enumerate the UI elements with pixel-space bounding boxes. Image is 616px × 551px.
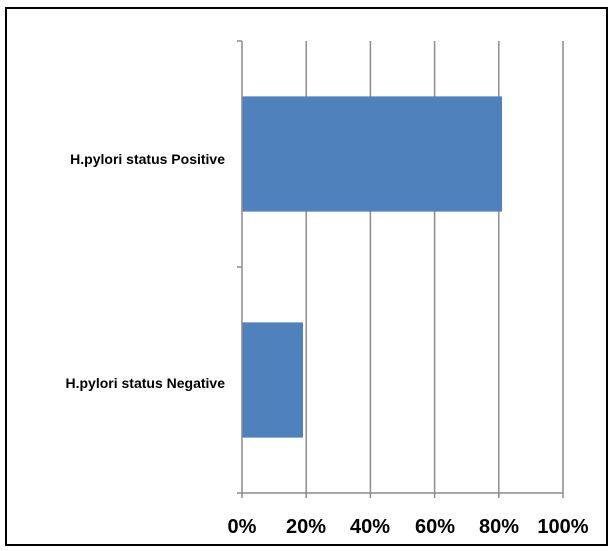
category-label-negative: H.pylori status Negative	[66, 375, 226, 391]
bar-positive	[242, 96, 503, 212]
bar-negative	[242, 322, 303, 438]
x-tick-label: 60%	[415, 516, 455, 538]
bars	[242, 96, 503, 438]
x-tick-label: 100%	[537, 516, 588, 538]
x-tick-label: 80%	[479, 516, 519, 538]
axes	[237, 40, 564, 498]
x-tick-label: 0%	[228, 516, 257, 538]
x-tick-label: 40%	[350, 516, 390, 538]
labels: H.pylori status Positive H.pylori status…	[66, 151, 226, 391]
category-label-positive: H.pylori status Positive	[70, 151, 225, 167]
x-tick-label: 20%	[286, 516, 326, 538]
x-tick-labels: 0% 20% 40% 60% 80% 100%	[228, 516, 589, 538]
